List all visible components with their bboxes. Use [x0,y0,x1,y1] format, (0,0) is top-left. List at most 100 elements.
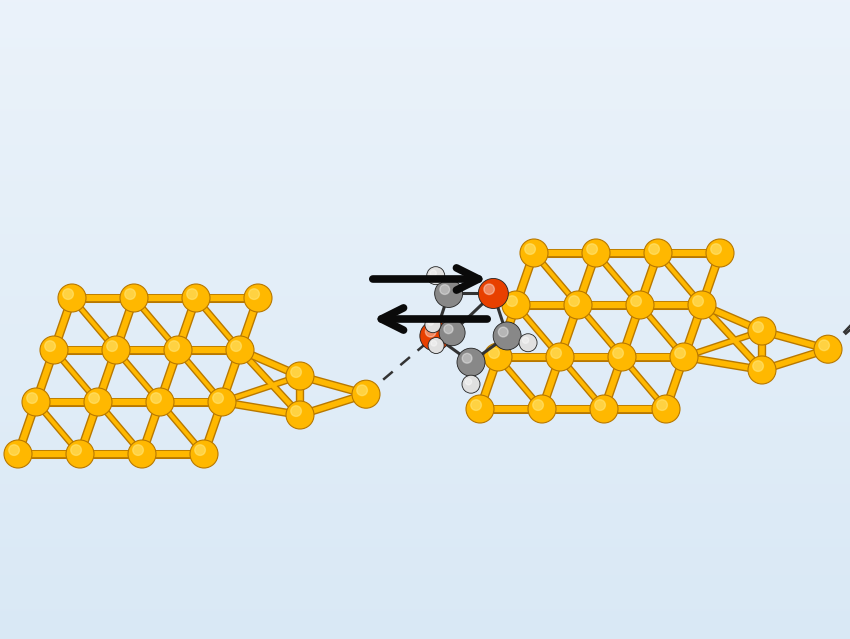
Bar [0,360,850,362]
Circle shape [66,440,94,468]
Bar [0,588,850,590]
Bar [0,518,850,520]
Bar [0,47,850,49]
Bar [0,196,850,198]
Bar [0,373,850,375]
Bar [0,81,850,83]
Bar [0,318,850,320]
Circle shape [164,336,192,364]
Bar [0,516,850,518]
Bar [0,228,850,230]
Bar [0,249,850,251]
Bar [0,273,850,275]
Bar [0,149,850,151]
Bar [0,362,850,364]
Circle shape [819,340,830,351]
Bar [0,17,850,19]
Bar [0,56,850,58]
Bar [0,115,850,117]
Circle shape [427,266,445,284]
Bar [0,345,850,347]
Bar [0,141,850,142]
Circle shape [428,320,434,325]
Bar [0,492,850,494]
Bar [0,573,850,575]
Bar [0,447,850,449]
Bar [0,396,850,398]
Bar [0,428,850,430]
Bar [0,417,850,420]
Bar [0,11,850,13]
Bar [0,15,850,17]
Bar [0,511,850,513]
Circle shape [286,362,314,390]
Circle shape [471,400,481,410]
Bar [0,235,850,236]
Bar [0,548,850,550]
Circle shape [533,400,543,410]
Bar [0,43,850,45]
Bar [0,522,850,524]
Bar [0,230,850,232]
Bar [0,475,850,477]
Bar [0,473,850,475]
Bar [0,394,850,396]
Circle shape [657,400,667,410]
Bar [0,251,850,254]
Bar [0,326,850,328]
Bar [0,192,850,194]
Circle shape [479,279,508,309]
Circle shape [753,361,763,371]
Bar [0,520,850,522]
Bar [0,528,850,530]
Circle shape [22,388,50,416]
Bar [0,64,850,66]
Bar [0,177,850,179]
Bar [0,77,850,79]
Bar [0,139,850,141]
Bar [0,498,850,500]
Bar [0,603,850,605]
Bar [0,343,850,345]
Bar [0,581,850,583]
Circle shape [711,243,722,254]
Circle shape [523,337,529,343]
Circle shape [249,289,259,300]
Bar [0,594,850,596]
Bar [0,264,850,266]
Bar [0,203,850,204]
Bar [0,283,850,286]
Bar [0,567,850,569]
Circle shape [564,291,592,319]
Circle shape [551,348,561,358]
Bar [0,155,850,158]
Bar [0,171,850,173]
Bar [0,381,850,383]
Circle shape [582,239,610,267]
Bar [0,294,850,296]
Bar [0,222,850,224]
Circle shape [748,317,776,345]
Circle shape [244,284,272,312]
Bar [0,68,850,70]
Bar [0,313,850,315]
Bar [0,145,850,147]
Bar [0,543,850,545]
Bar [0,179,850,181]
Circle shape [753,322,763,332]
Bar [0,607,850,609]
Bar [0,613,850,615]
Bar [0,158,850,160]
Bar [0,422,850,424]
Circle shape [230,341,241,351]
Bar [0,364,850,366]
Bar [0,435,850,436]
Bar [0,281,850,283]
Bar [0,466,850,468]
Bar [0,162,850,164]
Circle shape [125,289,135,300]
Bar [0,377,850,379]
Bar [0,204,850,206]
Bar [0,309,850,311]
Bar [0,30,850,32]
